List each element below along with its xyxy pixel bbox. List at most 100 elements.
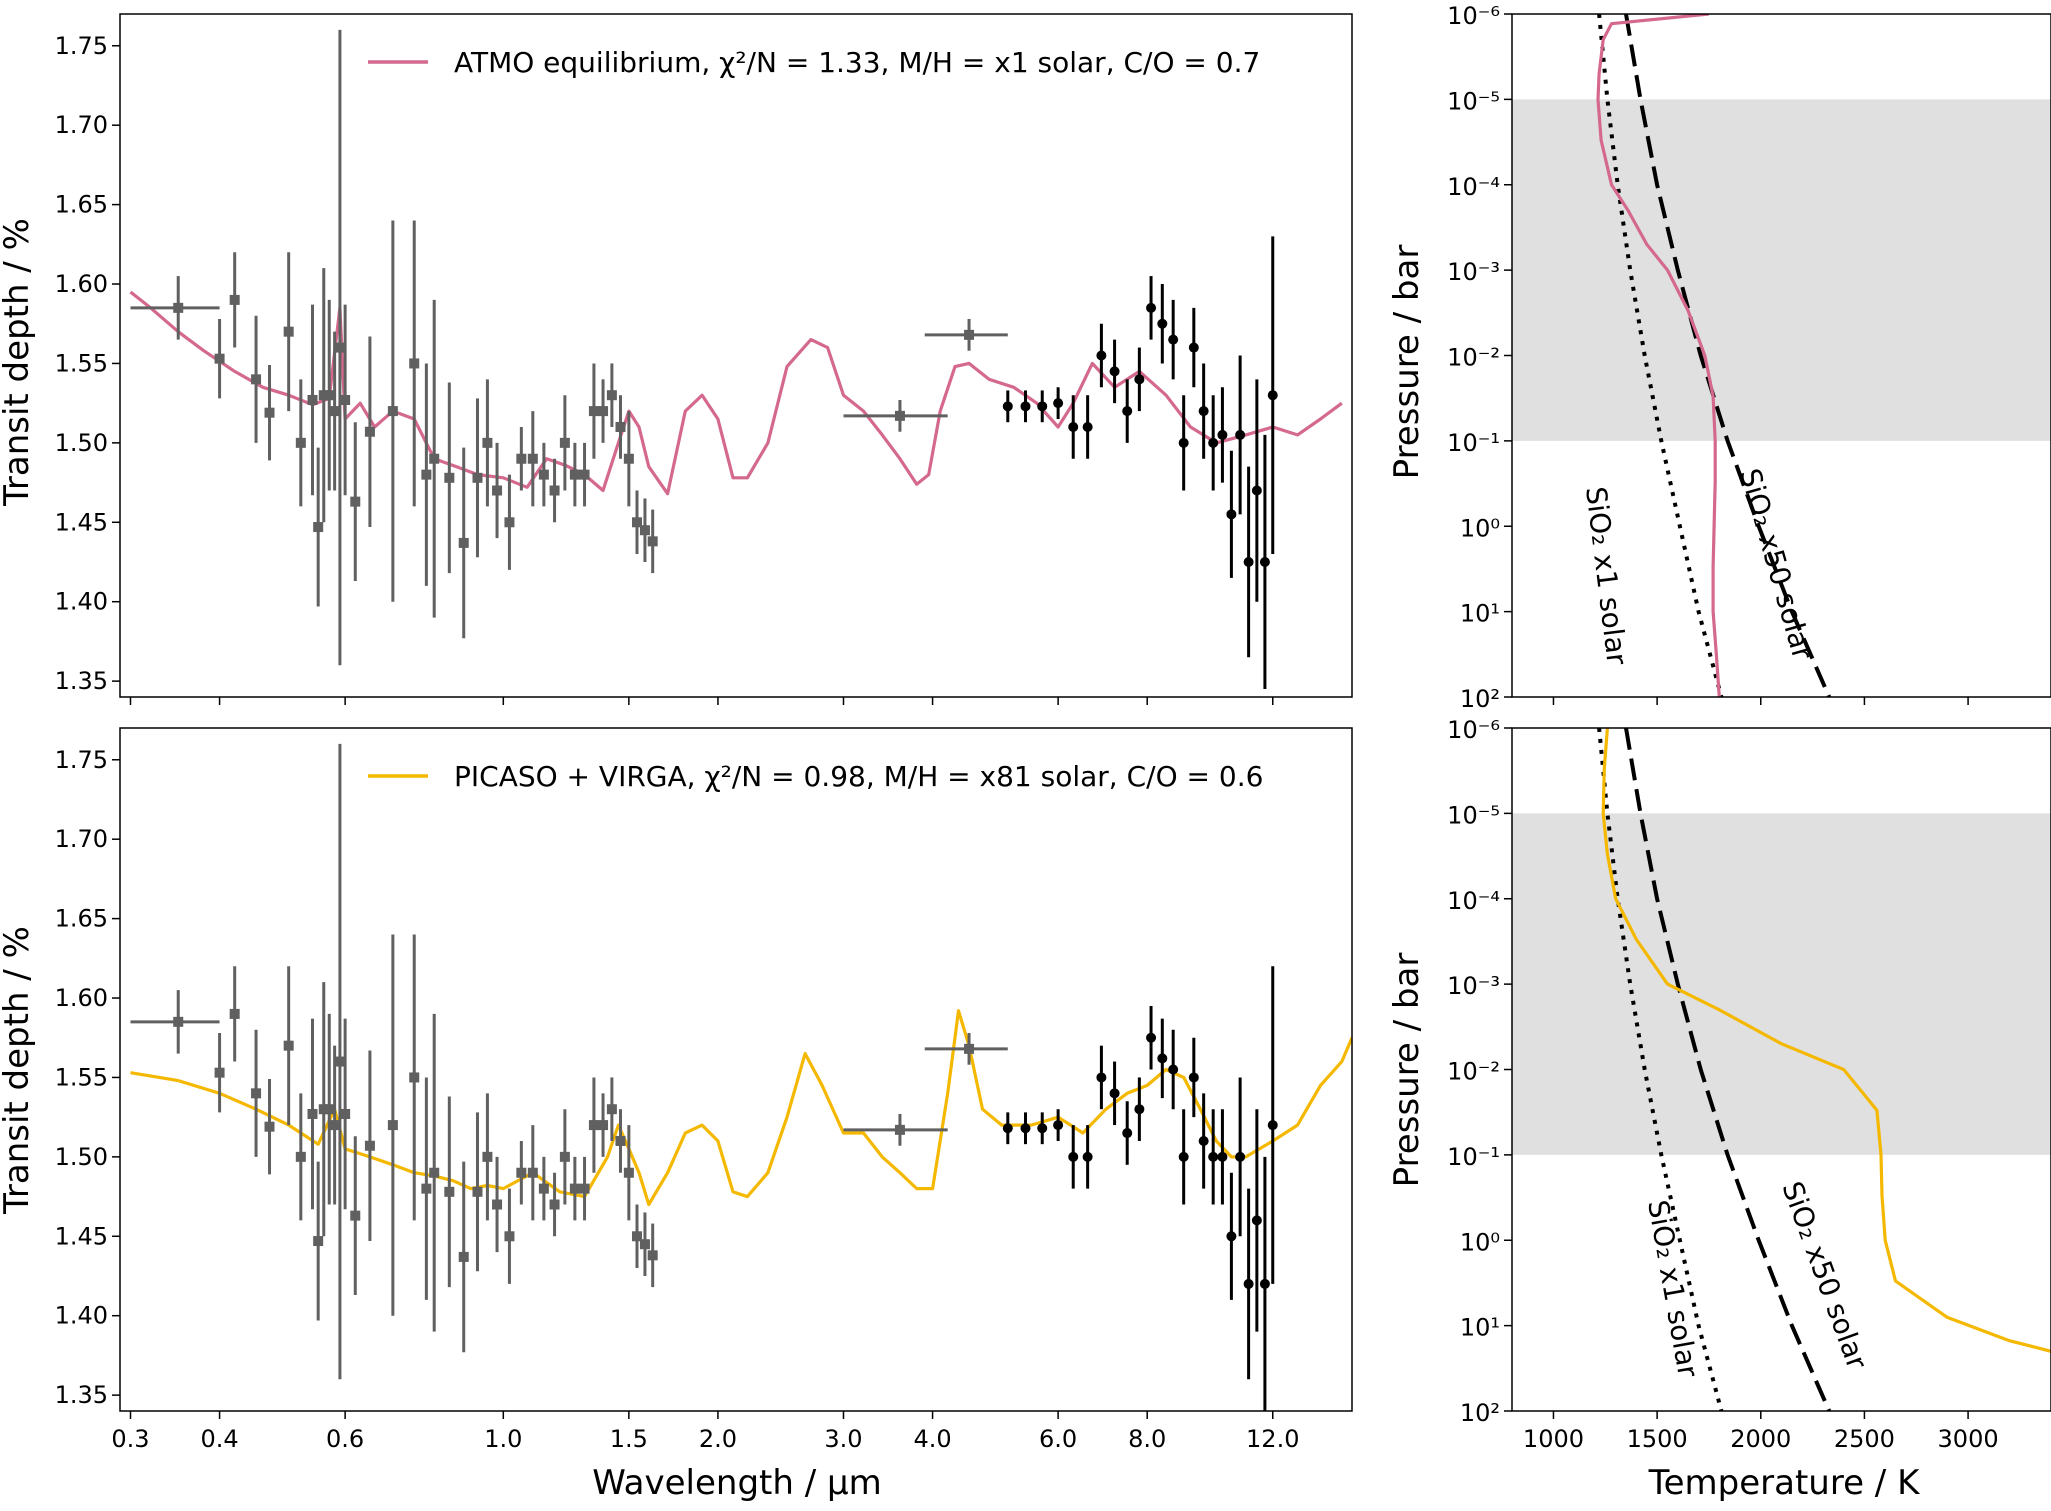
- ytick-label: 1.70: [55, 111, 108, 139]
- hst-point: [409, 358, 420, 369]
- jwst-point: [1037, 1123, 1048, 1134]
- ytick-label: 1.70: [55, 825, 108, 853]
- jwst-point: [1226, 1231, 1237, 1242]
- hst-point: [482, 437, 493, 448]
- jwst-point: [1157, 1053, 1168, 1064]
- jwst-point: [1198, 1135, 1209, 1146]
- jwst-point: [1109, 1088, 1120, 1099]
- jwst-point: [1251, 1215, 1262, 1226]
- xtick-label: 2500: [1834, 1425, 1895, 1453]
- hst-point: [458, 1251, 469, 1262]
- jwst-point: [1122, 406, 1133, 417]
- hst-point: [516, 453, 527, 464]
- jwst-point: [1157, 318, 1168, 329]
- hst-point: [606, 1104, 617, 1115]
- ytick-label: 10⁰: [1460, 514, 1500, 542]
- top-ylabel: Transit depth / %: [0, 218, 37, 507]
- jwst-point: [1259, 1278, 1270, 1289]
- ytick-label: 10⁻³: [1447, 972, 1500, 1000]
- hst-point: [313, 522, 324, 533]
- hst-point: [283, 326, 294, 337]
- hst-point: [324, 1104, 335, 1115]
- hst-point: [527, 1167, 538, 1178]
- jwst-point: [1146, 1032, 1157, 1043]
- hst-point: [588, 1120, 599, 1131]
- bottom-ylabel: Transit depth / %: [0, 926, 37, 1215]
- hst-point: [569, 1183, 580, 1194]
- jwst-point: [1208, 437, 1219, 448]
- hst-point: [492, 1199, 503, 1210]
- jwst-point: [1020, 401, 1031, 412]
- jwst-point: [1178, 437, 1189, 448]
- jwst-point: [1235, 1151, 1246, 1162]
- jwst-point: [1217, 1151, 1228, 1162]
- hst-point: [894, 1124, 905, 1135]
- panel-top-left: 1.35 1.40 1.45 1.50 1.55 1.60 1.65 1.70 1.75: [55, 13, 1353, 705]
- hst-point: [639, 525, 650, 536]
- hst-point: [639, 1239, 650, 1250]
- hst-point: [264, 1121, 275, 1132]
- hst-point: [229, 1008, 240, 1019]
- hst-point: [538, 469, 549, 480]
- hst-point: [318, 390, 329, 401]
- hst-point: [492, 485, 503, 496]
- ytick-label: 10⁻¹: [1447, 1143, 1500, 1171]
- ytick-label: 1.65: [55, 191, 108, 219]
- xtick-label: 3000: [1938, 1425, 1999, 1453]
- cloud-band: [1512, 813, 2051, 1155]
- jwst-point: [1082, 1151, 1093, 1162]
- ytick-label: 10¹: [1460, 600, 1500, 628]
- ytick-label: 1.35: [55, 667, 108, 695]
- hst-point: [632, 1231, 643, 1242]
- hst-point: [421, 1183, 432, 1194]
- hst-point: [606, 390, 617, 401]
- ytick-label: 10⁻⁶: [1447, 2, 1500, 30]
- annot-top-x1: SiO₂ x1 solar: [1579, 485, 1634, 667]
- hst-point: [458, 537, 469, 548]
- xtick-label: 1000: [1523, 1425, 1584, 1453]
- xtick-label: 1500: [1627, 1425, 1688, 1453]
- ytick-label: 1.35: [55, 1381, 108, 1409]
- jwst-point: [1146, 302, 1157, 313]
- pt-bottom-ylabel: Pressure / bar: [1387, 953, 1427, 1188]
- ytick-label: 10⁻²: [1447, 344, 1500, 372]
- xtick-label: 0.4: [200, 1425, 238, 1453]
- hst-point: [559, 437, 570, 448]
- hst-point: [295, 1151, 306, 1162]
- hst-point: [350, 1210, 361, 1221]
- hst-point: [549, 485, 560, 496]
- hst-point: [598, 406, 609, 417]
- hst-point: [409, 1072, 420, 1083]
- jwst-point: [1188, 1072, 1199, 1083]
- hst-point: [632, 517, 643, 528]
- axes-frame: [119, 727, 1353, 1412]
- annot-bottom-x50: SiO₂ x50 solar: [1775, 1177, 1874, 1374]
- panel-top-right: 10⁻⁶ 10⁻⁵ 10⁻⁴ 10⁻³ 10⁻² 10⁻¹ 10⁰ 10¹ 10²: [1447, 2, 2051, 713]
- ytick-label: 1.60: [55, 270, 108, 298]
- hst-point: [251, 1088, 262, 1099]
- hst-point: [647, 1250, 658, 1261]
- xlabel-wavelength: Wavelength / µm: [592, 1463, 882, 1503]
- hst-point: [307, 394, 318, 405]
- jwst-point: [1096, 350, 1107, 361]
- ytick-label: 1.60: [55, 984, 108, 1012]
- hst-point: [588, 406, 599, 417]
- ytick-label: 10⁻⁵: [1447, 87, 1500, 115]
- ytick-label: 1.75: [55, 32, 108, 60]
- hst-point: [340, 1108, 351, 1119]
- jwst-point: [1226, 509, 1237, 520]
- jwst-point: [1053, 398, 1064, 409]
- hst-point: [615, 421, 626, 432]
- hst-point: [324, 390, 335, 401]
- jwst-point: [1168, 334, 1179, 345]
- hst-point: [173, 302, 184, 313]
- jwst-point: [1217, 429, 1228, 440]
- xtick-label: 1.0: [484, 1425, 522, 1453]
- legend-top: ATMO equilibrium, χ²/N = 1.33, M/H = x1 …: [368, 46, 1260, 79]
- hst-point: [964, 329, 975, 340]
- xtick-label: 3.0: [824, 1425, 862, 1453]
- hst-point: [340, 394, 351, 405]
- ytick-label: 1.40: [55, 1302, 108, 1330]
- ytick-label: 10⁻⁶: [1447, 716, 1500, 744]
